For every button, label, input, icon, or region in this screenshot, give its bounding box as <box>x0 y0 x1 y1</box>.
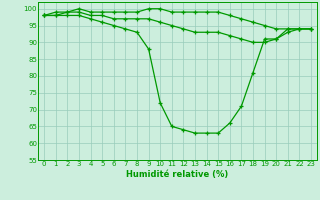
X-axis label: Humidité relative (%): Humidité relative (%) <box>126 170 229 179</box>
